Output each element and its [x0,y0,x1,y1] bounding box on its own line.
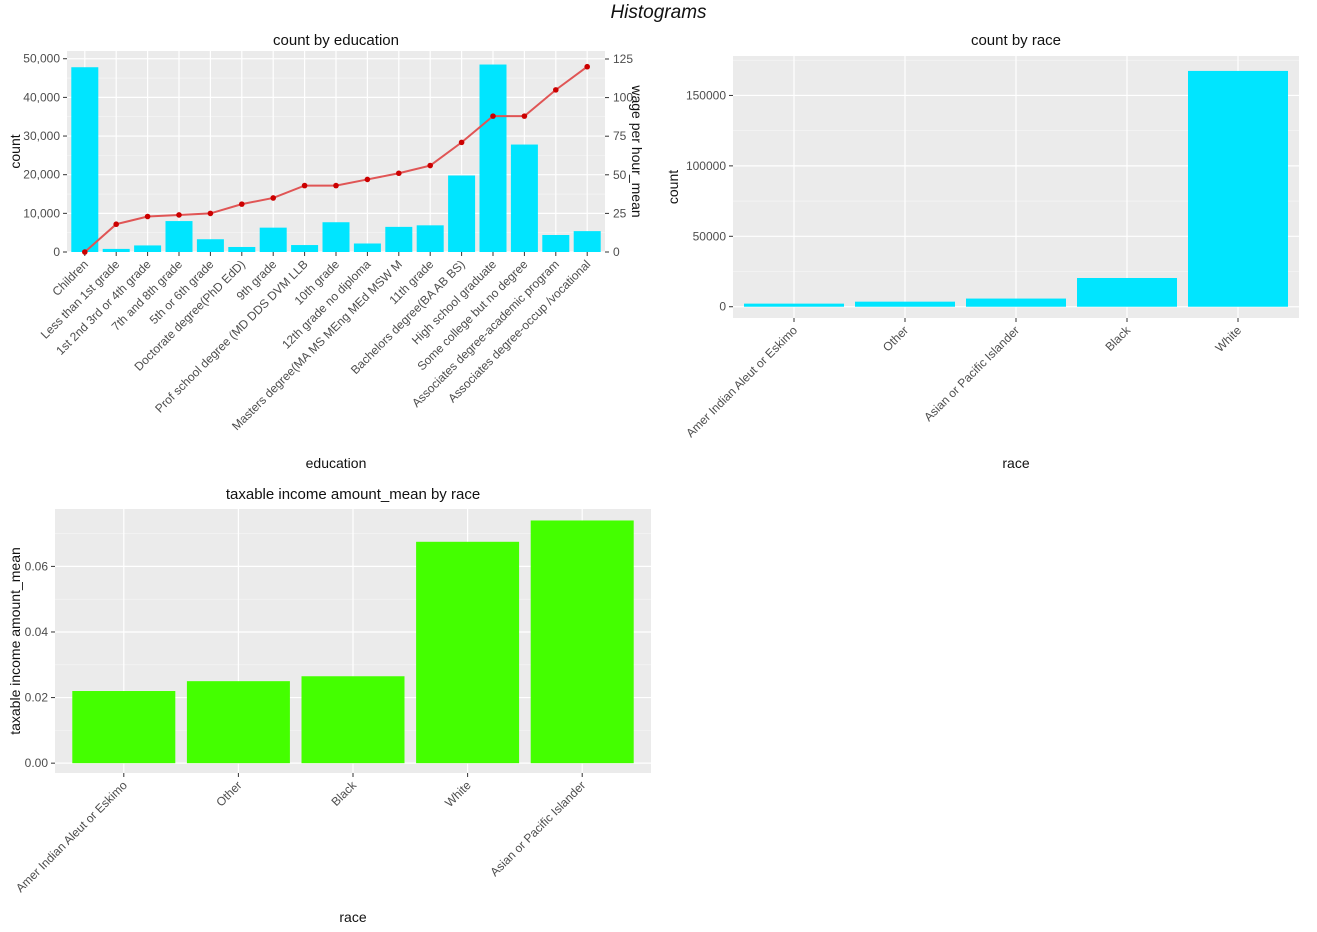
chart1-y2tick-label: 0 [613,245,620,259]
chart1-wage-point [553,87,559,93]
chart3-xtick-label: Amer Indian Aleut or Eskimo [13,778,130,895]
chart1-bar [165,221,193,252]
chart1-xlabel: education [306,455,367,471]
chart1-bar [134,245,162,252]
chart3-bar [416,541,520,764]
chart2-bar [744,303,844,307]
chart3-xlabel: race [339,909,366,925]
chart1-wage-point [270,195,277,201]
chart1-bar [71,67,99,252]
chart2-xlabel: race [1002,455,1029,471]
chart2-xtick-label: White [1213,323,1245,355]
chart3-title: taxable income amount_mean by race [226,486,480,503]
chart3-xtick-label: Asian or Pacific Islander [487,778,588,879]
chart1-bar [322,222,350,252]
chart2-ylabel: count [665,170,681,204]
chart1-bar [542,234,570,252]
chart2-title: count by race [971,32,1061,49]
chart1-bar [385,226,413,252]
chart1-y2tick-label: 100 [613,91,633,105]
chart1-bar [196,239,224,252]
chart1-bar [573,231,601,252]
chart3-ytick-label: 0.02 [25,691,49,705]
chart1-bar [228,246,256,252]
chart1-wage-point [396,170,402,177]
chart3-bar [72,691,176,764]
chart1-wage-point [239,201,245,207]
chart1-wage-point [490,113,496,119]
chart1-wage-point [584,63,590,70]
chart3-ytick-label: 0.04 [25,625,49,639]
chart1-wage-point [113,221,119,228]
chart3-ytick-label: 0.06 [25,559,49,573]
chart1-y2label: wage per hour_mean [629,84,645,217]
chart1-ytick-label: 50,000 [23,52,60,66]
chart1-bar [510,144,538,252]
figure-title: Histograms [610,2,707,23]
chart1-y2tick-label: 75 [613,129,627,143]
chart2-bar [855,301,955,307]
chart2-ytick-label: 150000 [686,88,726,102]
chart1-ytick-label: 0 [53,245,60,259]
chart2-ytick-label: 50000 [693,229,727,243]
chart2-ytick-label: 100000 [686,159,726,173]
chart1-wage-point [427,162,434,169]
chart1-ytick-label: 20,000 [23,168,60,182]
chart2-xtick-label: Other [880,323,911,354]
chart1-wage-point [82,249,88,255]
chart2-xtick-label: Asian or Pacific Islander [921,323,1022,424]
chart1-wage-point [176,212,182,218]
chart1-bar [291,245,319,252]
chart2-bar [966,298,1066,307]
chart1-wage-point [458,139,465,146]
chart2-ytick-label: 0 [719,300,726,314]
chart1-ytick-label: 30,000 [23,129,60,143]
chart3-xtick-label: Black [328,778,359,809]
chart1-ytick-label: 40,000 [23,90,60,104]
chart2-bar [1188,70,1288,307]
chart1-bar [416,225,444,252]
chart2-bar [1077,277,1177,307]
chart2-xtick-label: Black [1102,323,1133,354]
chart1-wage-point [333,182,339,189]
chart1-wage-point [207,210,214,217]
chart1-bar [102,248,130,252]
chart3-bar [186,681,290,764]
chart3-xtick-label: White [442,778,474,810]
chart2-xtick-label: Amer Indian Aleut or Eskimo [683,323,800,440]
chart3-bar [530,520,634,764]
chart1-wage-point [144,213,151,220]
chart1-bar [479,64,507,253]
chart1-wage-point [301,182,308,189]
chart3-ylabel: taxable income amount_mean [7,547,23,735]
chart1-wage-point [364,176,371,183]
chart1-wage-point [521,113,528,119]
chart1-bar [353,243,381,252]
chart1-ytick-label: 10,000 [23,206,60,220]
chart1-bar [448,175,476,252]
chart3-xtick-label: Other [213,778,244,809]
chart1-bar [259,227,287,252]
chart3-ytick-label: 0.00 [25,756,49,770]
chart1-title: count by education [273,32,399,49]
chart1-y2tick-label: 50 [613,168,627,182]
chart1-ylabel: count [7,134,23,168]
chart3-bar [301,676,405,764]
chart1-y2tick-label: 125 [613,52,633,66]
chart1-y2tick-label: 25 [613,206,627,220]
